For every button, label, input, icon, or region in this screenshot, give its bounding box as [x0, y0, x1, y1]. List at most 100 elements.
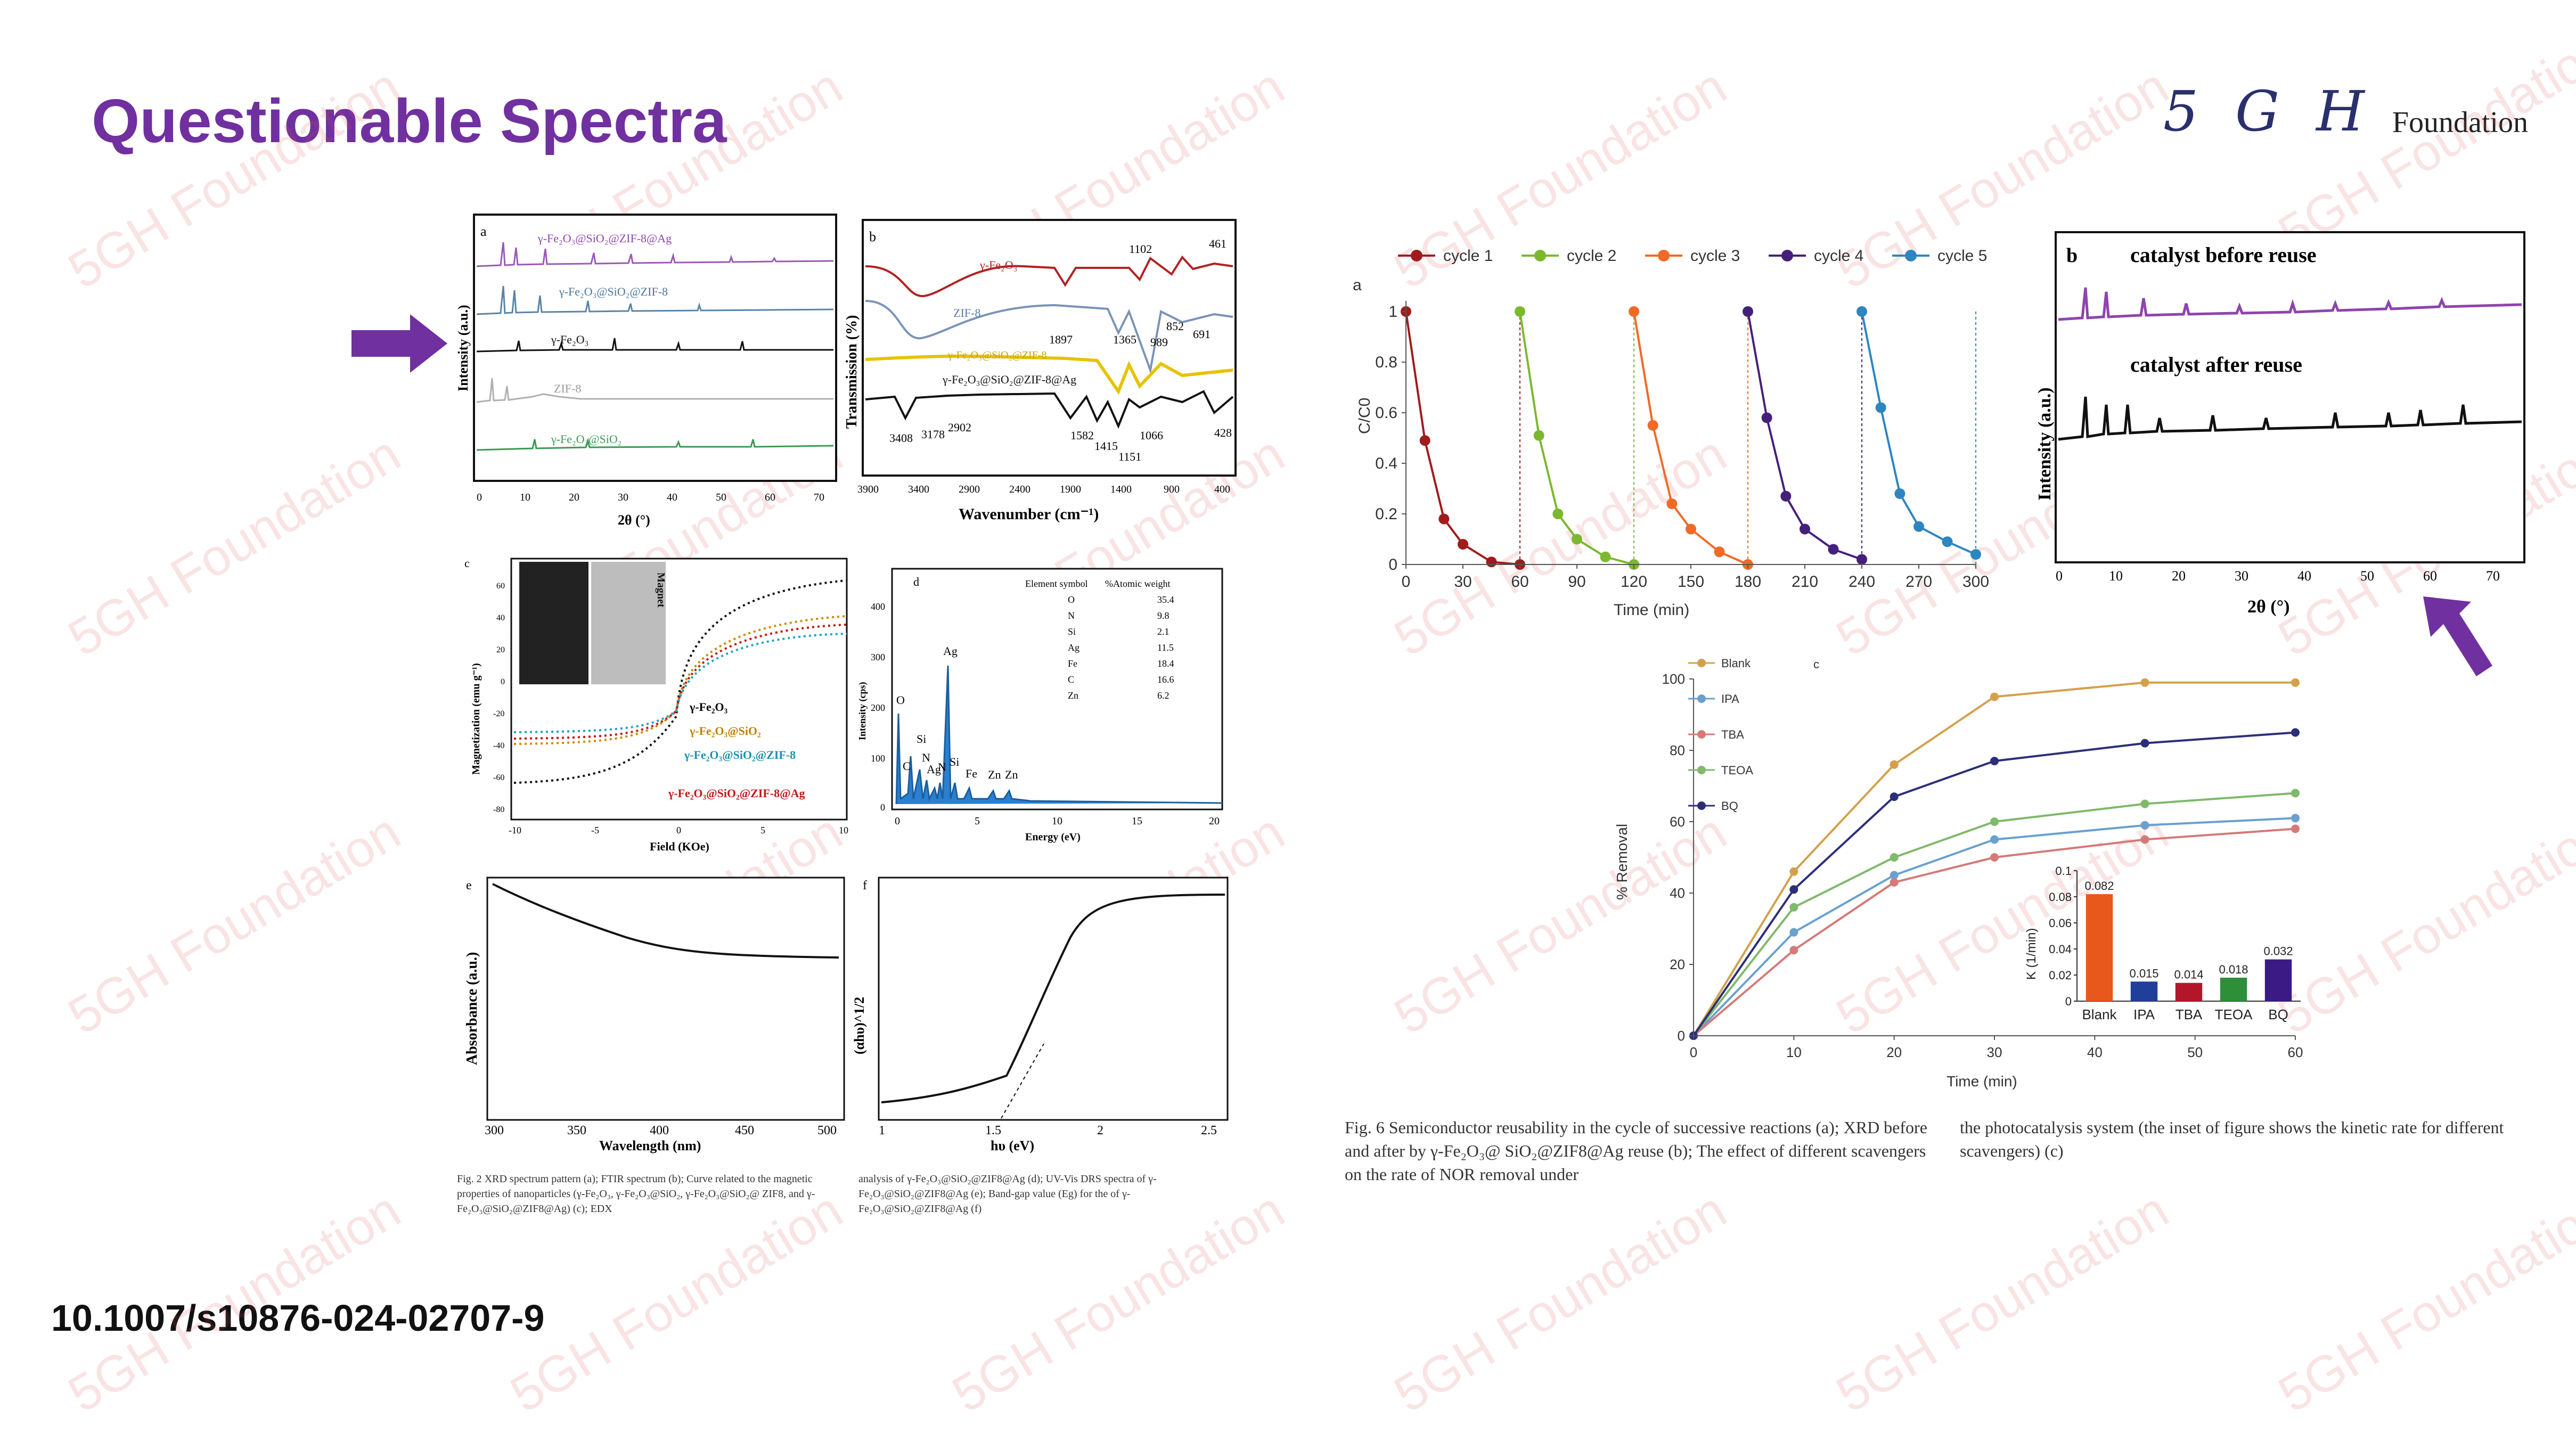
tick-label: 2400 — [1009, 484, 1031, 495]
data-point — [2140, 835, 2149, 844]
tick-label: 15 — [1132, 815, 1142, 827]
fig6-panel-c-chart: 0 10 20 30 40 50 60 0 20 40 60 80 100 Blank IPA TBA TEO… — [1614, 657, 2303, 1090]
x-tick-label: 270 — [1906, 573, 1932, 591]
plot-area — [1401, 306, 1981, 570]
tick-label: 40 — [667, 492, 677, 503]
tick-label: 2900 — [959, 484, 980, 495]
legend-marker — [1697, 694, 1706, 703]
arrow-up-left-icon — [2423, 596, 2492, 676]
peak-label: 3408 — [889, 431, 913, 445]
data-point — [1890, 871, 1899, 880]
data-point — [1970, 549, 1981, 560]
data-point — [1515, 306, 1525, 317]
peak-label: Si — [950, 755, 959, 768]
table-cell: Zn — [1068, 690, 1078, 701]
data-point — [1780, 490, 1792, 502]
axis-label-y: % Removal — [1614, 824, 1630, 900]
tick-label: 20 — [1209, 815, 1220, 827]
panel-label: c — [1813, 658, 1819, 671]
inset-bar — [2220, 977, 2247, 1001]
data-point — [1890, 853, 1899, 862]
tick-label: 2.5 — [1201, 1124, 1217, 1137]
trace-label: γ-Fe₂O₃@SiO₂@ZIF-8@Ag — [668, 787, 805, 800]
table-cell: 9.8 — [1157, 610, 1170, 621]
watermark: 5GH Foundation — [1827, 1181, 2178, 1423]
table-cell: O — [1068, 594, 1075, 605]
tick-label: 10 — [2109, 568, 2123, 584]
tick-label: 300 — [871, 652, 885, 662]
tick-label: 300 — [485, 1124, 504, 1137]
series-line — [1861, 311, 1976, 555]
x-tick-label: 40 — [2087, 1044, 2103, 1060]
peak-label: 3178 — [921, 428, 945, 441]
inset-category-label: TEOA — [2215, 1006, 2253, 1022]
tick-label: 60 — [2423, 568, 2437, 584]
tick-label: 5 — [975, 815, 980, 827]
legend-label: cycle 4 — [1814, 247, 1863, 265]
y-tick-label: 20 — [1670, 956, 1685, 972]
data-point — [1942, 536, 1953, 547]
x-tick-label: 0 — [1690, 1044, 1697, 1060]
data-point — [1990, 692, 1999, 701]
x-tick-label: 30 — [1987, 1044, 2002, 1060]
tick-label: 1400 — [1110, 484, 1132, 495]
trace-label: γ-Fe₂O₃@SiO₂ — [689, 724, 761, 738]
data-point — [1990, 817, 1999, 826]
y-tick-label: 0.2 — [1375, 505, 1397, 523]
data-point — [1419, 435, 1430, 446]
legend-label: IPA — [1721, 692, 1739, 706]
peak-label: Zn — [1005, 768, 1018, 781]
inset-y-tick-label: 0.06 — [2049, 916, 2072, 930]
data-point — [1789, 928, 1798, 937]
axis-label-x: Energy (eV) — [1025, 831, 1081, 843]
inset-bar — [2175, 983, 2203, 1001]
legend-label: cycle 3 — [1690, 247, 1740, 265]
data-point — [1789, 903, 1798, 912]
trace-label: γ-Fe₂O₃@SiO₂ — [551, 432, 621, 446]
inset-bar-value: 0.018 — [2219, 963, 2248, 976]
data-point — [1890, 878, 1899, 887]
data-point — [1894, 488, 1906, 499]
doi-text: 10.1007/s10876-024-02707-9 — [51, 1297, 545, 1339]
panel-label: a — [480, 224, 487, 239]
series-line — [1692, 792, 2296, 1037]
data-point — [1458, 539, 1468, 550]
tick-label: 900 — [1164, 484, 1180, 495]
inset-category-label: IPA — [2133, 1006, 2155, 1022]
legend-marker — [1697, 801, 1706, 810]
tick-label: 350 — [567, 1124, 586, 1137]
fig2-panel-e: e Absorbance (a.u.) 300 350 400 450 500 … — [464, 877, 845, 1153]
x-tick-label: 240 — [1849, 573, 1875, 591]
series-line — [1692, 681, 2295, 1037]
axis-label-y: (αhυ)^1/2 — [852, 997, 867, 1054]
tick-label: 400 — [1214, 484, 1230, 495]
x-tick-label: 60 — [1511, 573, 1528, 591]
peak-label: 1897 — [1049, 333, 1073, 346]
data-point — [1789, 946, 1798, 955]
axis-label-y: Intensity (a.u.) — [455, 305, 471, 391]
data-point — [1990, 757, 1999, 766]
tick-label: 1900 — [1060, 484, 1081, 495]
legend-label: cycle 5 — [1937, 247, 1987, 265]
data-point — [2140, 821, 2149, 830]
legend-label: TEOA — [1721, 764, 1753, 777]
peak-label: 2902 — [948, 421, 971, 434]
watermark: 5GH Foundation — [1385, 1181, 1736, 1423]
series-line — [1692, 817, 2296, 1037]
legend-label: cycle 2 — [1567, 247, 1616, 265]
data-point — [2140, 799, 2149, 808]
inset-photo-vial-2 — [591, 562, 666, 684]
tick-label: 20 — [496, 645, 505, 654]
data-point — [1486, 556, 1497, 568]
inset-bar-value: 0.014 — [2174, 968, 2203, 981]
peak-label: 1415 — [1094, 439, 1118, 453]
tick-label: 0 — [2056, 568, 2063, 584]
axis-label-x: Time (min) — [1947, 1073, 2017, 1090]
slide-title: Questionable Spectra — [92, 86, 727, 155]
legend-marker — [1781, 250, 1793, 261]
watermark: 5GH Foundation — [59, 425, 410, 667]
x-tick-label: 30 — [1454, 573, 1471, 591]
data-point — [1600, 551, 1611, 562]
plot-area — [1689, 678, 2300, 1040]
x-tick-label: 90 — [1568, 573, 1585, 591]
